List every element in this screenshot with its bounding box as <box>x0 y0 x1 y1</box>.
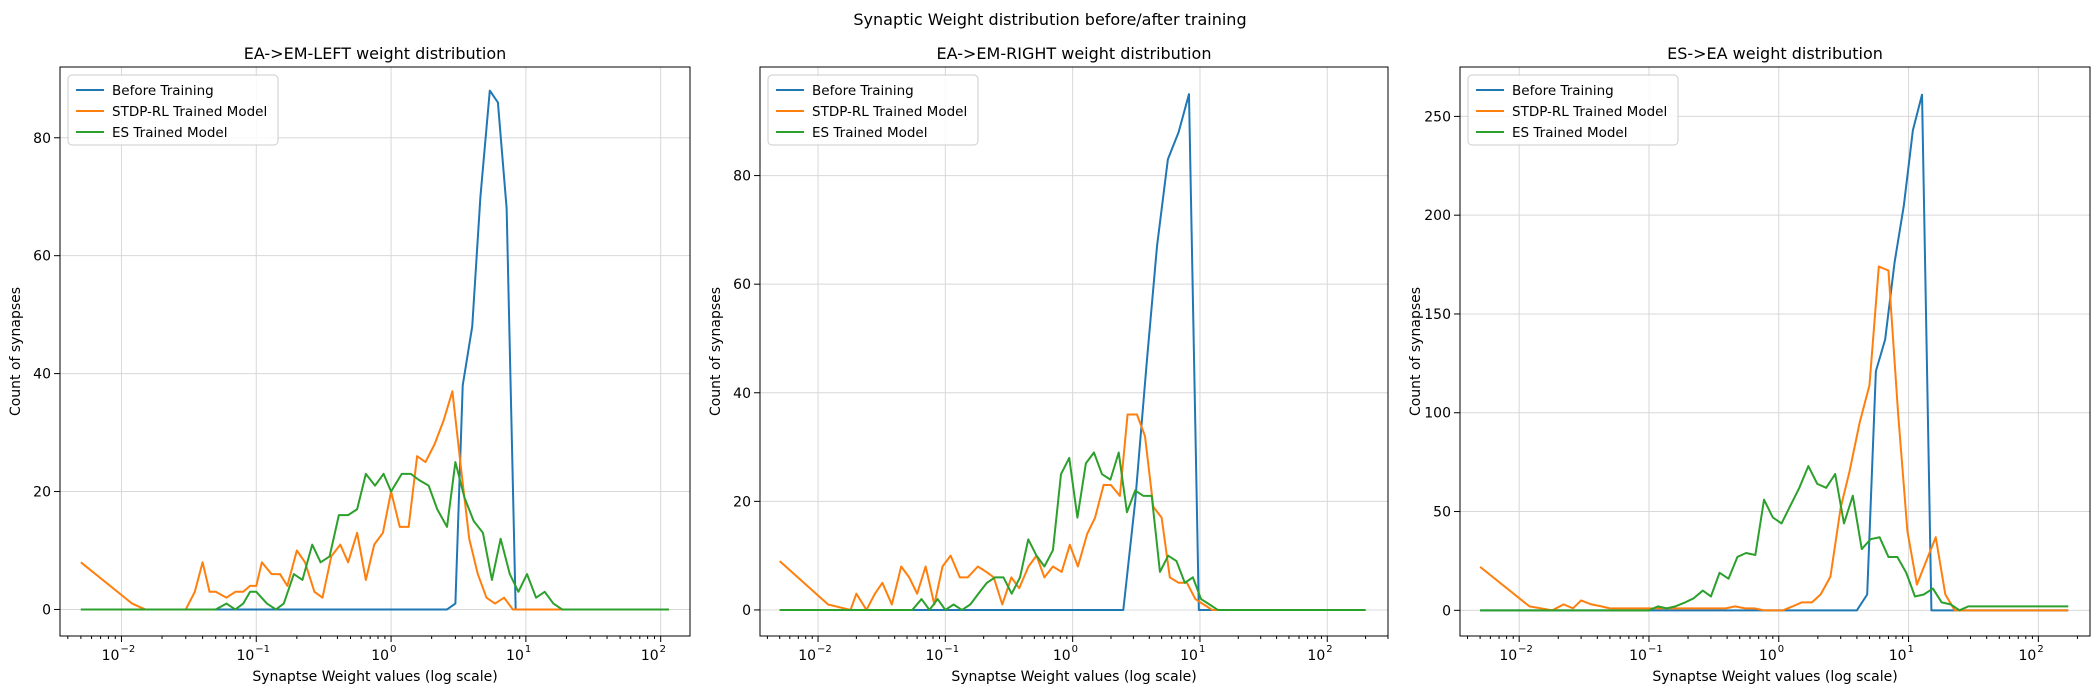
series-line-3 <box>1480 465 2069 612</box>
chart-title: ES->EA weight distribution <box>1667 44 1883 63</box>
x-tick-exponent: 0 <box>390 644 396 655</box>
legend-box <box>1467 74 1679 146</box>
x-tick-label: 10 <box>506 648 524 664</box>
y-tick-label: 60 <box>33 249 51 265</box>
x-tick-exponent: 2 <box>660 644 666 655</box>
series-line-1 <box>80 89 669 611</box>
y-tick-label: 200 <box>1424 208 1451 224</box>
x-tick-label: 10 <box>1629 648 1647 664</box>
y-tick-label: 40 <box>33 367 51 383</box>
x-axis-label: Synaptse Weight values (log scale) <box>1652 669 1897 685</box>
x-tick-exponent: 2 <box>1326 644 1332 655</box>
y-tick-label: 0 <box>742 603 751 619</box>
y-axis-label: Count of synapses <box>8 287 24 416</box>
series-line-1 <box>1480 93 2069 612</box>
series-line-2 <box>1479 265 2069 612</box>
legend-label: ES Trained Model <box>812 125 927 141</box>
y-tick-label: 80 <box>33 131 51 147</box>
plot-frame <box>59 66 691 637</box>
legend-label: ES Trained Model <box>1512 125 1627 141</box>
x-axis-label: Synaptse Weight values (log scale) <box>951 669 1196 685</box>
y-tick-label: 20 <box>733 494 751 510</box>
chart-title: EA->EM-RIGHT weight distribution <box>937 44 1212 63</box>
chart-title: EA->EM-LEFT weight distribution <box>244 44 507 63</box>
x-tick-exponent: 1 <box>1199 644 1205 655</box>
figure-title: Synaptic Weight distribution before/afte… <box>853 10 1247 29</box>
x-tick-exponent: 1 <box>1908 644 1914 655</box>
x-tick-exponent: −2 <box>817 644 832 655</box>
x-tick-exponent: −2 <box>120 644 135 655</box>
legend-label: Before Training <box>112 83 214 99</box>
legend-label: STDP-RL Trained Model <box>112 104 267 120</box>
x-tick-label: 10 <box>1307 648 1325 664</box>
legend-label: ES Trained Model <box>112 125 227 141</box>
x-tick-exponent: −1 <box>1648 644 1663 655</box>
x-tick-label: 10 <box>102 648 120 664</box>
series-line-3 <box>779 451 1366 611</box>
plot-frame <box>759 66 1389 637</box>
x-tick-label: 10 <box>641 648 659 664</box>
series-line-3 <box>80 461 669 611</box>
x-tick-label: 10 <box>1889 648 1907 664</box>
legend: Before Training STDP-RL Trained Model ES T… <box>1467 74 1679 146</box>
y-tick-label: 250 <box>1424 109 1451 125</box>
x-tick-exponent: 0 <box>1072 644 1078 655</box>
x-tick-label: 10 <box>926 648 944 664</box>
legend: Before Training STDP-RL Trained Model ES T… <box>67 74 279 146</box>
x-tick-label: 10 <box>2019 648 2037 664</box>
y-tick-label: 60 <box>733 277 751 293</box>
y-tick-label: 0 <box>42 602 51 618</box>
y-tick-label: 40 <box>733 386 751 402</box>
legend-label: Before Training <box>1512 83 1614 99</box>
legend: Before Training STDP-RL Trained Model ES T… <box>767 74 979 146</box>
x-tick-label: 10 <box>798 648 816 664</box>
x-tick-exponent: 0 <box>1778 644 1784 655</box>
x-tick-exponent: −1 <box>255 644 270 655</box>
x-tick-label: 10 <box>1180 648 1198 664</box>
y-tick-label: 0 <box>1442 603 1451 619</box>
y-axis-label: Count of synapses <box>708 287 724 416</box>
x-tick-exponent: 1 <box>525 644 531 655</box>
y-tick-label: 150 <box>1424 307 1451 323</box>
x-axis-label: Synaptse Weight values (log scale) <box>252 669 497 685</box>
legend-label: STDP-RL Trained Model <box>812 104 967 120</box>
x-tick-label: 10 <box>371 648 389 664</box>
y-tick-label: 20 <box>33 485 51 501</box>
x-tick-exponent: −1 <box>944 644 959 655</box>
legend-label: STDP-RL Trained Model <box>1512 104 1667 120</box>
x-tick-label: 10 <box>1053 648 1071 664</box>
legend-label: Before Training <box>812 83 914 99</box>
x-tick-exponent: 2 <box>2037 644 2043 655</box>
legend-box <box>767 74 979 146</box>
y-axis-label: Count of synapses <box>1408 287 1424 416</box>
x-tick-label: 10 <box>1499 648 1517 664</box>
legend-box <box>67 74 279 146</box>
y-tick-label: 50 <box>1433 505 1451 521</box>
plot-frame <box>1459 66 2091 637</box>
x-tick-label: 10 <box>1759 648 1777 664</box>
x-tick-exponent: −2 <box>1518 644 1533 655</box>
y-tick-label: 80 <box>733 169 751 185</box>
series-line-2 <box>80 390 669 611</box>
x-tick-label: 10 <box>236 648 254 664</box>
y-tick-label: 100 <box>1424 406 1451 422</box>
